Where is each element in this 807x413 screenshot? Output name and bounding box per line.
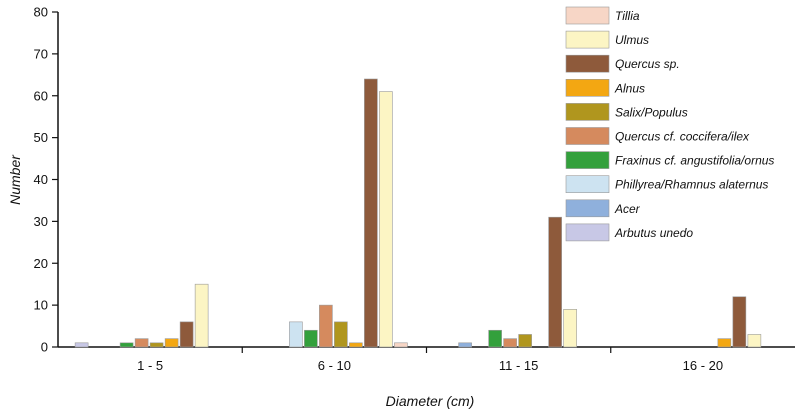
x-tick-label: 11 - 15 xyxy=(499,358,539,373)
bar-arbutus-unedo-1-5 xyxy=(74,342,89,348)
bar-fraxinus-cf-angustifolia-ornus-1-5 xyxy=(119,342,134,348)
y-tick-label: 60 xyxy=(34,88,48,103)
legend-swatch-phillyrea-rhamnus-alaternus xyxy=(565,175,610,193)
x-axis-title: Diameter (cm) xyxy=(386,393,475,409)
bar-salix-populus-1-5 xyxy=(149,342,164,348)
legend-label-phillyrea-rhamnus-alaternus: Phillyrea/Rhamnus alaternus xyxy=(615,178,768,192)
bar-quercus-sp-1-5 xyxy=(179,321,194,348)
bar-alnus-16-20 xyxy=(717,338,732,348)
legend-label-tillia: Tillia xyxy=(615,9,640,23)
y-tick-label: 50 xyxy=(34,130,48,145)
x-tick-label: 1 - 5 xyxy=(137,358,163,373)
x-tick-label: 6 - 10 xyxy=(318,358,351,373)
legend-swatch-fraxinus-cf-angustifolia-ornus xyxy=(565,151,610,169)
x-tick-label: 16 - 20 xyxy=(683,358,723,373)
bar-quercus-sp-11-15 xyxy=(548,216,562,348)
bar-quercus-cf-coccifera-ilex-11-15 xyxy=(503,338,517,348)
bar-ulmus-11-15 xyxy=(563,309,577,348)
legend-label-quercus-cf-coccifera-ilex: Quercus cf. coccifera/ilex xyxy=(615,130,750,144)
bar-quercus-cf-coccifera-ilex-1-5 xyxy=(134,338,149,348)
legend-swatch-acer xyxy=(565,199,610,218)
bar-quercus-cf-coccifera-ilex-6-10 xyxy=(319,304,333,348)
legend-swatch-arbutus-unedo xyxy=(565,223,610,242)
bar-fraxinus-cf-angustifolia-ornus-6-10 xyxy=(304,329,318,348)
y-tick-label: 40 xyxy=(34,172,48,187)
legend-swatch-salix-populus xyxy=(565,103,610,121)
bar-phillyrea-rhamnus-alaternus-6-10 xyxy=(289,321,303,348)
bar-quercus-sp-16-20 xyxy=(732,296,747,348)
bar-ulmus-6-10 xyxy=(379,91,393,348)
legend-swatch-tillia xyxy=(565,6,610,25)
y-tick-label: 30 xyxy=(34,214,48,229)
x-axis: 1 - 5 6 - 10 11 - 15 16 - 20 xyxy=(58,346,795,373)
legend-label-salix-populus: Salix/Populus xyxy=(615,105,688,119)
y-tick-label: 0 xyxy=(41,340,48,355)
legend-label-fraxinus-cf-angustifolia-ornus: Fraxinus cf. angustifolia/ornus xyxy=(615,154,774,168)
y-tick-label: 80 xyxy=(34,5,48,20)
legend: Tillia Ulmus Quercus sp. Alnus Salix/Populus… xyxy=(565,6,774,242)
y-tick-label: 10 xyxy=(34,298,48,313)
bar-alnus-1-5 xyxy=(164,338,179,348)
legend-label-alnus: Alnus xyxy=(614,81,645,95)
bar-fraxinus-cf-angustifolia-ornus-11-15 xyxy=(488,329,502,348)
bar-ulmus-1-5 xyxy=(194,283,209,348)
legend-swatch-ulmus xyxy=(565,30,610,49)
bar-salix-populus-6-10 xyxy=(334,321,348,348)
y-axis-title: Number xyxy=(7,154,23,205)
legend-label-quercus-sp: Quercus sp. xyxy=(615,57,680,71)
legend-label-ulmus: Ulmus xyxy=(615,33,649,47)
legend-swatch-quercus-sp xyxy=(565,54,610,73)
legend-label-acer: Acer xyxy=(614,202,641,216)
bar-ulmus-16-20 xyxy=(747,334,762,348)
bar-quercus-sp-6-10 xyxy=(364,78,378,348)
legend-label-arbutus-unedo: Arbutus unedo xyxy=(614,226,693,240)
bars xyxy=(74,78,762,348)
y-tick-label: 70 xyxy=(34,46,48,61)
bar-alnus-6-10 xyxy=(349,342,363,348)
bar-salix-populus-11-15 xyxy=(518,334,532,348)
legend-swatch-quercus-cf-coccifera-ilex xyxy=(565,127,610,145)
legend-swatch-alnus xyxy=(565,79,610,97)
y-axis: 0 10 20 30 40 50 60 70 80 xyxy=(34,5,59,355)
bar-acer-11-15 xyxy=(458,342,472,348)
y-tick-label: 20 xyxy=(34,256,48,271)
bar-tillia-6-10 xyxy=(394,342,408,348)
